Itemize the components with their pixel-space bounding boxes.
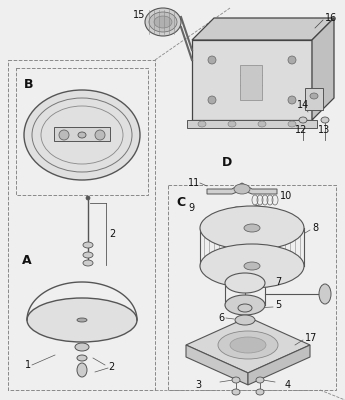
Ellipse shape — [83, 242, 93, 248]
Text: 17: 17 — [305, 333, 317, 343]
Ellipse shape — [95, 130, 105, 140]
Ellipse shape — [244, 224, 260, 232]
Bar — [305, 88, 323, 110]
Ellipse shape — [198, 121, 206, 127]
Polygon shape — [54, 127, 110, 141]
Bar — [8, 60, 155, 390]
Ellipse shape — [78, 132, 86, 138]
Ellipse shape — [238, 304, 252, 312]
Ellipse shape — [83, 252, 93, 258]
Text: B: B — [24, 78, 33, 90]
Ellipse shape — [218, 331, 278, 359]
Ellipse shape — [41, 106, 123, 164]
Bar — [16, 68, 148, 195]
Ellipse shape — [244, 262, 260, 270]
Text: 14: 14 — [297, 100, 309, 110]
Ellipse shape — [77, 318, 87, 322]
Ellipse shape — [288, 121, 296, 127]
Text: 12: 12 — [295, 125, 307, 135]
Polygon shape — [186, 317, 310, 373]
Ellipse shape — [154, 16, 172, 28]
Ellipse shape — [310, 93, 318, 99]
Ellipse shape — [234, 184, 250, 194]
Text: D: D — [222, 156, 232, 170]
Ellipse shape — [232, 389, 240, 395]
Ellipse shape — [232, 377, 240, 383]
Text: 15: 15 — [133, 10, 145, 20]
Text: 2: 2 — [108, 362, 114, 372]
Ellipse shape — [235, 315, 255, 325]
Text: 16: 16 — [325, 13, 337, 23]
Text: C: C — [176, 196, 185, 210]
Polygon shape — [248, 345, 310, 385]
Ellipse shape — [86, 196, 90, 200]
Text: 7: 7 — [275, 277, 281, 287]
Ellipse shape — [256, 389, 264, 395]
Text: A: A — [22, 254, 32, 266]
Ellipse shape — [225, 273, 265, 293]
Text: 4: 4 — [285, 380, 291, 390]
Bar — [240, 65, 262, 100]
Text: 11: 11 — [188, 178, 200, 188]
Ellipse shape — [77, 363, 87, 377]
Ellipse shape — [27, 298, 137, 342]
Text: 10: 10 — [280, 191, 292, 201]
Polygon shape — [207, 183, 277, 194]
Ellipse shape — [258, 121, 266, 127]
Ellipse shape — [32, 98, 132, 172]
Polygon shape — [186, 345, 248, 385]
Ellipse shape — [230, 337, 266, 353]
Ellipse shape — [321, 117, 329, 123]
Polygon shape — [312, 18, 334, 120]
Ellipse shape — [75, 343, 89, 351]
Text: 6: 6 — [218, 313, 224, 323]
Bar — [187, 120, 317, 128]
Polygon shape — [192, 18, 334, 40]
Ellipse shape — [256, 377, 264, 383]
Text: 13: 13 — [318, 125, 330, 135]
Bar — [192, 40, 312, 120]
Ellipse shape — [299, 117, 307, 123]
Ellipse shape — [288, 56, 296, 64]
Ellipse shape — [225, 295, 265, 315]
Text: 9: 9 — [188, 203, 194, 213]
Text: 8: 8 — [312, 223, 318, 233]
Ellipse shape — [24, 90, 140, 180]
Ellipse shape — [228, 121, 236, 127]
Ellipse shape — [232, 207, 242, 213]
Ellipse shape — [208, 96, 216, 104]
Ellipse shape — [200, 244, 304, 288]
Text: 3: 3 — [195, 380, 201, 390]
Text: 5: 5 — [275, 300, 281, 310]
Ellipse shape — [77, 355, 87, 361]
Text: 1: 1 — [25, 360, 31, 370]
Text: 2: 2 — [109, 229, 115, 239]
Ellipse shape — [149, 12, 177, 32]
Bar — [168, 185, 336, 390]
Ellipse shape — [208, 56, 216, 64]
Ellipse shape — [83, 260, 93, 266]
Ellipse shape — [59, 130, 69, 140]
Ellipse shape — [200, 206, 304, 250]
Ellipse shape — [145, 8, 181, 36]
Ellipse shape — [288, 96, 296, 104]
Ellipse shape — [319, 284, 331, 304]
